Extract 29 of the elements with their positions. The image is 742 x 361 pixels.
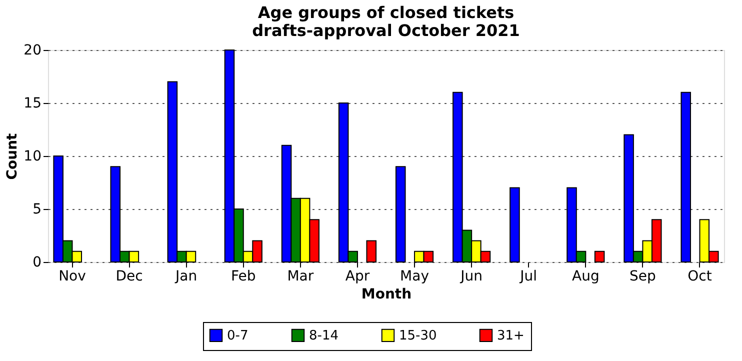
y-tick-label: 5 [32, 202, 42, 218]
bar [594, 250, 605, 262]
legend-label: 0-7 [227, 328, 248, 344]
y-tick-label: 10 [24, 148, 42, 164]
x-axis-title: Month [361, 286, 412, 302]
bar [510, 187, 520, 262]
y-axis-title: Count [4, 132, 21, 180]
x-tick-label: Mar [287, 268, 314, 284]
x-tick-label: Oct [688, 268, 712, 284]
x-tick-label: Feb [230, 268, 256, 284]
y-tick-label: 15 [24, 96, 42, 112]
x-tick-label: Jul [519, 268, 538, 284]
y-tick-label: 20 [24, 42, 42, 58]
y-tick-label: 0 [32, 254, 42, 270]
legend-label: 15-30 [399, 328, 437, 344]
legend-label: 8-14 [309, 328, 339, 344]
bar [366, 240, 377, 262]
x-tick-label: Nov [58, 268, 86, 284]
x-tick-label: Dec [116, 268, 143, 284]
legend-label: 31+ [497, 328, 524, 344]
x-tick-label: May [400, 268, 429, 284]
x-tick-label: Jan [174, 268, 198, 284]
bar [395, 166, 406, 262]
chart-title: Age groups of closed tickets drafts-approval October 2021 [252, 3, 520, 40]
bar [680, 92, 691, 262]
x-tick-label: Sep [630, 268, 656, 284]
x-tick-label: Aug [572, 268, 600, 284]
x-tick-label: Jun [460, 268, 483, 284]
x-tick-label: Apr [345, 268, 370, 284]
